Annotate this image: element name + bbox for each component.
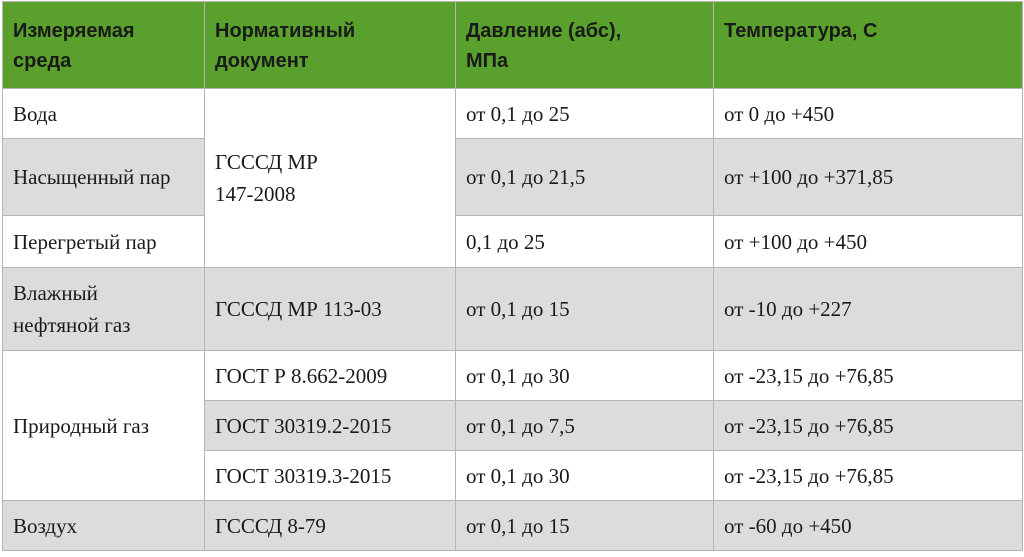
cell: от -23,15 до +76,85 bbox=[713, 450, 1023, 501]
header-cell: Измеряемая среда bbox=[2, 1, 205, 89]
cell: от +100 до +371,85 bbox=[713, 138, 1023, 216]
cell: Воздух bbox=[2, 500, 205, 551]
row: Перегретый пар 0,1 до 25 от +100 до +450 bbox=[2, 215, 1023, 268]
cell: 0,1 до 25 bbox=[455, 215, 714, 268]
cell: от -23,15 до +76,85 bbox=[713, 400, 1023, 451]
cell: Перегретый пар bbox=[2, 215, 205, 268]
cell: Влажный нефтяной газ bbox=[2, 267, 205, 351]
cell: ГСССД МР 113-03 bbox=[204, 267, 456, 351]
row: Воздух ГСССД 8-79 от 0,1 до 15 от -60 до… bbox=[2, 500, 1023, 551]
row: Влажный нефтяной газ ГСССД МР 113-03 от … bbox=[2, 267, 1023, 351]
cell: от -23,15 до +76,85 bbox=[713, 350, 1023, 401]
row: Насыщенный пар от 0,1 до 21,5 от +100 до… bbox=[2, 138, 1023, 216]
header-row: Измеряемая среда Нормативный документ Да… bbox=[2, 1, 1023, 89]
cell: ГОСТ 30319.3-2015 bbox=[204, 450, 456, 501]
cell: от 0,1 до 21,5 bbox=[455, 138, 714, 216]
cell: от 0 до +450 bbox=[713, 88, 1023, 139]
cell: Вода bbox=[2, 88, 205, 139]
row: ГОСТ 30319.3-2015 от 0,1 до 30 от -23,15… bbox=[3, 450, 1023, 501]
cell: от -10 до +227 bbox=[713, 267, 1023, 351]
cell: от 0,1 до 7,5 bbox=[455, 400, 714, 451]
cell: от +100 до +450 bbox=[713, 215, 1023, 268]
cell-text: ГСССД МР 147-2008 bbox=[215, 150, 318, 206]
cell: ГСССД 8-79 bbox=[204, 500, 456, 551]
cell: ГСССД МР 147-2008 bbox=[204, 88, 456, 268]
cell: от 0,1 до 25 bbox=[455, 88, 714, 139]
header-cell: Температура, С bbox=[713, 1, 1023, 89]
header-cell: Давление (абс), МПа bbox=[455, 1, 714, 89]
cell: Насыщенный пар bbox=[2, 138, 205, 216]
cell: от 0,1 до 30 bbox=[455, 350, 714, 401]
cell: ГОСТ Р 8.662-2009 bbox=[204, 350, 456, 401]
cell: ГОСТ 30319.2-2015 bbox=[204, 400, 456, 451]
cell: от 0,1 до 30 bbox=[455, 450, 714, 501]
cell: от 0,1 до 15 bbox=[455, 267, 714, 351]
row: ГОСТ 30319.2-2015 от 0,1 до 7,5 от -23,1… bbox=[3, 400, 1023, 451]
cell: от -60 до +450 bbox=[713, 500, 1023, 551]
row: Природный газ ГОСТ Р 8.662-2009 от 0,1 д… bbox=[2, 350, 1023, 501]
row: Вода ГСССД МР 147-2008 от 0,1 до 25 от 0… bbox=[2, 88, 1023, 268]
header-cell: Нормативный документ bbox=[204, 1, 456, 89]
cell: Природный газ bbox=[2, 350, 205, 501]
cell: от 0,1 до 15 bbox=[455, 500, 714, 551]
